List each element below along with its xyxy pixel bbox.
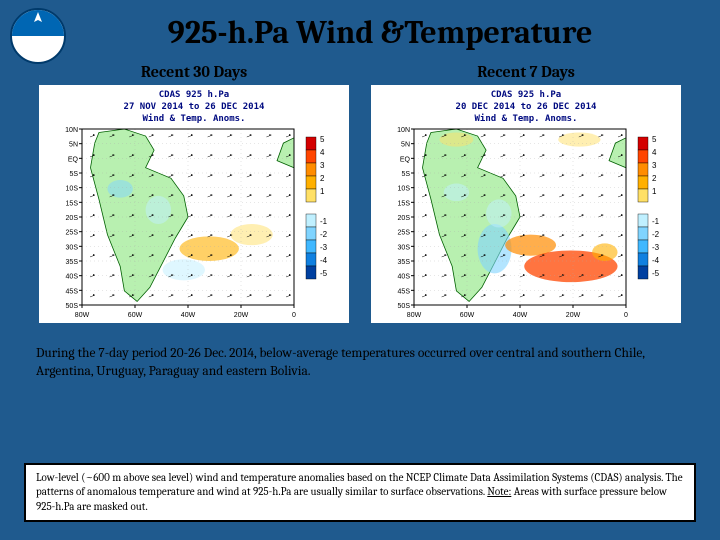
svg-text:CDAS 925 h.Pa: CDAS 925 h.Pa <box>491 90 561 100</box>
svg-text:0: 0 <box>624 312 628 319</box>
svg-text:20S: 20S <box>66 215 79 222</box>
svg-text:-2: -2 <box>652 230 660 239</box>
svg-text:10N: 10N <box>397 127 410 134</box>
svg-text:5N: 5N <box>69 142 78 149</box>
svg-text:35S: 35S <box>66 259 79 266</box>
svg-text:30S: 30S <box>66 244 79 251</box>
svg-text:40W: 40W <box>513 312 528 319</box>
panels-row: Recent 30 Days CDAS 925 h.Pa 27 NOV 2014 … <box>0 63 720 323</box>
svg-text:45S: 45S <box>66 288 79 295</box>
svg-text:-5: -5 <box>320 269 328 278</box>
panel-30day-title: Recent 30 Days <box>39 63 349 81</box>
footer-box: Low-level (~600 m above sea level) wind … <box>24 463 696 522</box>
svg-text:60W: 60W <box>460 312 475 319</box>
svg-text:25S: 25S <box>398 230 411 237</box>
svg-text:27 NOV 2014 to 26 DEC 2014: 27 NOV 2014 to 26 DEC 2014 <box>124 102 265 112</box>
svg-text:25S: 25S <box>66 230 79 237</box>
svg-text:10S: 10S <box>398 186 411 193</box>
svg-text:40S: 40S <box>66 274 79 281</box>
svg-text:5S: 5S <box>69 171 78 178</box>
panel-7day-title: Recent 7 Days <box>371 63 681 81</box>
svg-text:-5: -5 <box>652 269 660 278</box>
svg-text:Wind & Temp. Anoms.: Wind & Temp. Anoms. <box>143 113 246 124</box>
svg-text:50S: 50S <box>398 303 411 310</box>
svg-text:2: 2 <box>320 174 325 183</box>
svg-text:5: 5 <box>320 135 325 144</box>
svg-text:2: 2 <box>652 174 657 183</box>
svg-text:4: 4 <box>652 148 657 157</box>
noaa-logo <box>10 8 66 64</box>
svg-text:5N: 5N <box>401 142 410 149</box>
svg-text:80W: 80W <box>75 312 90 319</box>
svg-text:-4: -4 <box>652 256 660 265</box>
svg-text:20W: 20W <box>234 312 249 319</box>
svg-text:10S: 10S <box>66 186 79 193</box>
svg-text:20S: 20S <box>398 215 411 222</box>
svg-text:20W: 20W <box>566 312 581 319</box>
svg-text:4: 4 <box>320 148 325 157</box>
svg-text:40S: 40S <box>398 274 411 281</box>
svg-text:3: 3 <box>652 161 657 170</box>
svg-text:-4: -4 <box>320 256 328 265</box>
svg-text:35S: 35S <box>398 259 411 266</box>
svg-text:-1: -1 <box>652 217 660 226</box>
svg-text:5: 5 <box>652 135 657 144</box>
svg-text:-2: -2 <box>320 230 328 239</box>
panel-30day: Recent 30 Days CDAS 925 h.Pa 27 NOV 2014 … <box>39 63 349 323</box>
svg-text:10N: 10N <box>65 127 78 134</box>
svg-text:15S: 15S <box>398 200 411 207</box>
svg-text:Wind & Temp. Anoms.: Wind & Temp. Anoms. <box>475 113 578 124</box>
svg-text:20 DEC 2014 to 26 DEC 2014: 20 DEC 2014 to 26 DEC 2014 <box>456 102 597 112</box>
svg-text:15S: 15S <box>66 200 79 207</box>
svg-text:40W: 40W <box>181 312 196 319</box>
svg-text:50S: 50S <box>66 303 79 310</box>
svg-text:0: 0 <box>292 312 296 319</box>
chart-7day: CDAS 925 h.Pa 20 DEC 2014 to 26 DEC 2014W… <box>371 85 681 323</box>
panel-7day: Recent 7 Days CDAS 925 h.Pa 20 DEC 2014 t… <box>371 63 681 323</box>
svg-text:30S: 30S <box>398 244 411 251</box>
caption-text: During the 7-day period 20-26 Dec. 2014,… <box>0 323 720 381</box>
svg-text:80W: 80W <box>407 312 422 319</box>
svg-text:EQ: EQ <box>400 156 411 163</box>
svg-text:1: 1 <box>320 187 325 196</box>
svg-text:EQ: EQ <box>68 156 79 163</box>
svg-text:45S: 45S <box>398 288 411 295</box>
svg-text:3: 3 <box>320 161 325 170</box>
svg-text:-3: -3 <box>652 243 660 252</box>
page-title: 925-h.Pa Wind &Temperature <box>0 0 720 51</box>
svg-text:1: 1 <box>652 187 657 196</box>
svg-text:60W: 60W <box>128 312 143 319</box>
chart-30day: CDAS 925 h.Pa 27 NOV 2014 to 26 DEC 2014W… <box>39 85 349 323</box>
footer-note-label: Note: <box>487 485 511 498</box>
svg-text:5S: 5S <box>401 171 410 178</box>
svg-text:-1: -1 <box>320 217 328 226</box>
svg-text:CDAS 925 h.Pa: CDAS 925 h.Pa <box>159 90 229 100</box>
svg-text:-3: -3 <box>320 243 328 252</box>
